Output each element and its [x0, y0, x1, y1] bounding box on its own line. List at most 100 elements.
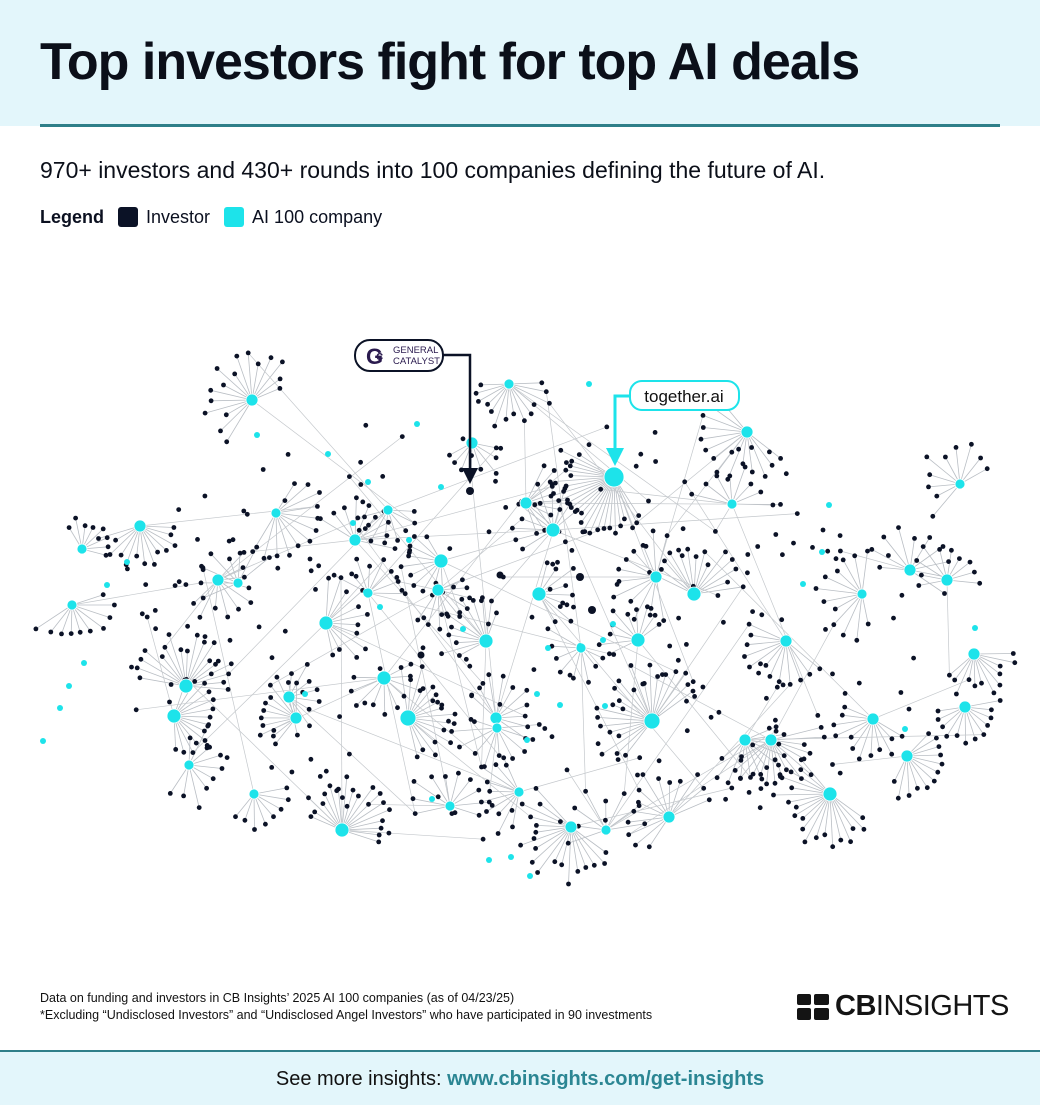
investor-node: [376, 832, 382, 838]
investor-node: [489, 409, 494, 414]
investor-node: [533, 846, 538, 851]
network-edge: [744, 687, 778, 741]
investor-node: [823, 627, 828, 632]
investor-node: [208, 671, 214, 677]
investor-node: [233, 814, 238, 820]
company-node: [491, 722, 503, 734]
investor-node: [821, 734, 827, 740]
investor-node: [366, 801, 371, 807]
network-edge: [748, 623, 787, 642]
investor-node: [896, 525, 901, 530]
investor-node: [479, 764, 484, 770]
investor-node: [211, 640, 217, 646]
investor-node: [202, 410, 208, 416]
investor-node: [354, 703, 359, 708]
investor-node: [942, 591, 947, 596]
brand-wordmark: CBINSIGHTS: [835, 990, 1009, 1023]
investor-node: [519, 801, 525, 807]
network-edge: [508, 383, 550, 404]
network-edge: [547, 628, 582, 649]
network-edge: [275, 512, 290, 556]
network-edge: [705, 431, 748, 451]
investor-node: [254, 544, 260, 550]
investor-node: [484, 779, 490, 785]
company-node: [600, 824, 612, 836]
investor-node: [944, 733, 950, 739]
investor-node: [984, 466, 990, 472]
network-edge: [491, 383, 510, 412]
network-edge: [398, 581, 439, 591]
network-edge: [520, 826, 572, 846]
investor-node: [664, 533, 670, 539]
investor-node: [750, 771, 756, 777]
network-edge: [703, 427, 748, 433]
investor-node: [777, 772, 783, 778]
investor-node: [927, 472, 933, 478]
investor-node: [519, 516, 525, 522]
investor-node: [732, 768, 738, 773]
investor-node: [810, 545, 815, 550]
investor-node: [748, 632, 754, 638]
investor-node: [408, 661, 414, 667]
investor-node: [532, 502, 538, 508]
investor-node: [368, 538, 374, 544]
network-edge: [613, 576, 657, 598]
investor-node: [155, 549, 161, 555]
investor-node: [223, 412, 229, 418]
network-edge: [188, 764, 200, 808]
investor-node: [457, 744, 462, 750]
network-edge: [217, 436, 403, 581]
network-edge: [842, 593, 863, 636]
investor-node: [314, 687, 320, 693]
investor-node: [595, 527, 601, 533]
investor-node: [510, 685, 516, 690]
network-edge: [746, 431, 753, 473]
investor-node: [327, 783, 333, 789]
investor-node: [485, 401, 490, 407]
network-edge: [909, 561, 949, 571]
investor-node: [634, 520, 640, 526]
investor-node: [646, 498, 651, 504]
investor-node: [611, 594, 617, 600]
investor-node: [815, 713, 821, 718]
investor-node: [822, 574, 828, 580]
investor-node: [594, 705, 600, 711]
network-edge: [871, 549, 911, 571]
network-edge: [481, 766, 520, 793]
network-edge: [605, 793, 625, 831]
company-node: [399, 709, 417, 727]
network-edge: [638, 789, 670, 818]
investor-node: [535, 870, 540, 875]
investor-node: [756, 670, 761, 676]
investor-node: [938, 752, 943, 758]
investor-node: [392, 546, 398, 551]
investor-node-large: [496, 571, 504, 579]
network-edge: [835, 718, 874, 737]
investor-node: [107, 615, 113, 620]
investor-node: [822, 832, 828, 838]
investor-node: [494, 610, 499, 616]
network-edge: [186, 679, 343, 831]
investor-node: [978, 455, 983, 461]
investor-node: [408, 677, 413, 683]
investor-node: [261, 555, 267, 561]
network-edge: [139, 525, 176, 546]
investor-node: [568, 618, 574, 624]
network-edge: [693, 551, 726, 595]
investor-node: [630, 525, 635, 531]
company-node: [649, 570, 663, 584]
network-edge: [407, 666, 423, 719]
footer-link[interactable]: www.cbinsights.com/get-insights: [447, 1068, 765, 1090]
network-edge: [559, 509, 653, 722]
investor-node: [105, 544, 111, 550]
investor-node: [489, 803, 495, 808]
investor-node: [439, 612, 445, 617]
company-node-small: [972, 625, 978, 631]
investor-node: [446, 632, 452, 638]
investor-node: [420, 588, 426, 594]
investor-node: [633, 463, 639, 469]
network-edge: [508, 383, 525, 421]
investor-node: [583, 865, 589, 870]
investor-node: [616, 698, 622, 704]
investor-node: [818, 725, 824, 730]
